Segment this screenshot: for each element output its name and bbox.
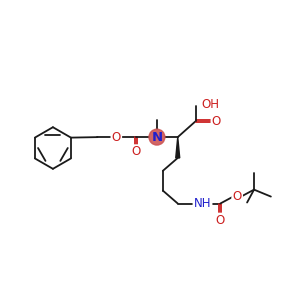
Text: OH: OH [202,98,220,111]
Text: NH: NH [194,197,211,210]
Polygon shape [176,137,180,158]
Text: O: O [232,190,242,203]
Text: O: O [216,214,225,227]
Text: O: O [131,146,141,158]
Text: O: O [112,130,121,144]
Text: O: O [212,115,221,128]
Text: N: N [152,130,163,144]
Circle shape [149,129,165,145]
